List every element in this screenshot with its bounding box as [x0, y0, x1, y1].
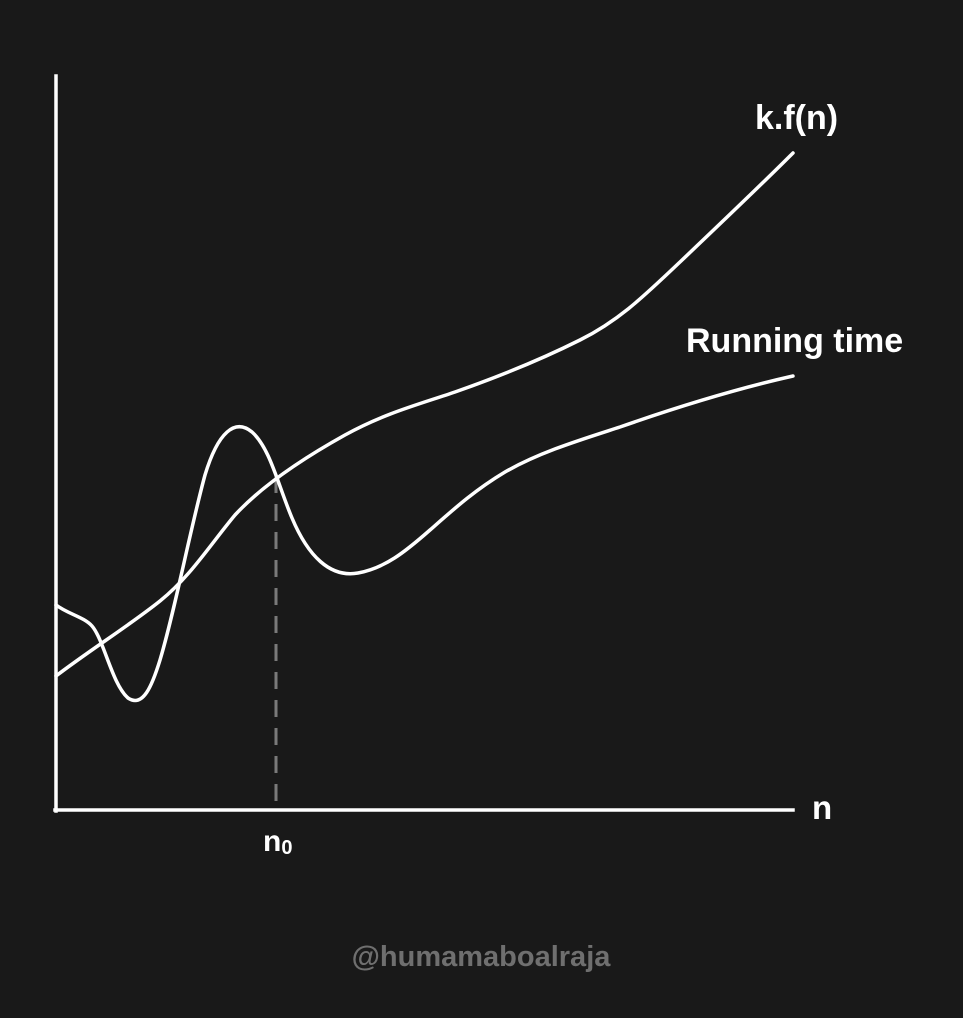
n0-label-subscript: 0	[281, 837, 292, 859]
n0-label: n0	[263, 825, 292, 859]
running-time-curve	[54, 374, 795, 702]
watermark: @humamaboalraja	[352, 941, 612, 973]
upper-bound-curve	[54, 151, 795, 678]
n0-label-base: n	[263, 825, 281, 858]
running-time-label: Running time	[686, 322, 903, 360]
x-axis-label: n	[812, 789, 832, 826]
upper-bound-label: k.f(n)	[755, 99, 838, 137]
